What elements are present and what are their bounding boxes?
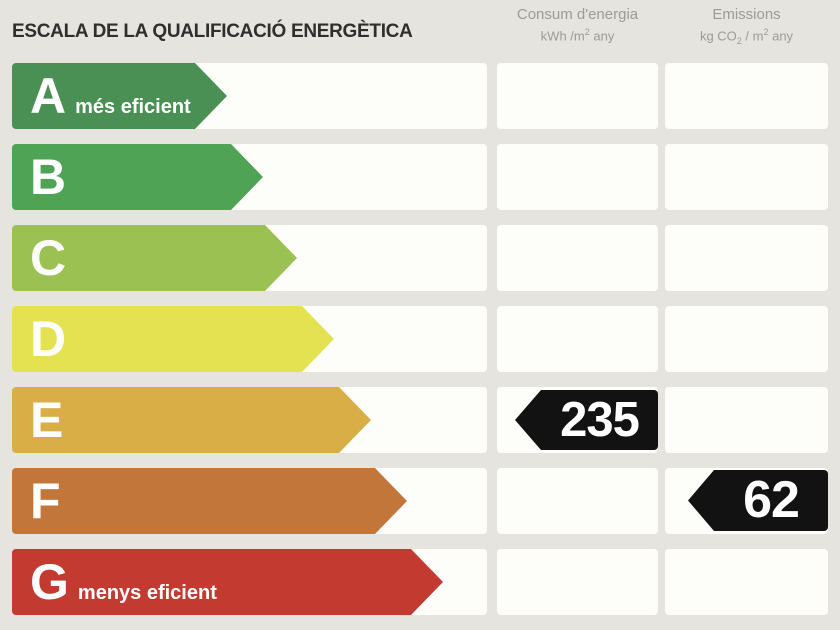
band-arrow-c: C — [12, 225, 297, 291]
band-arrow-f: F — [12, 468, 407, 534]
page-title: ESCALA DE LA QUALIFICACIÓ ENERGÈTICA — [12, 21, 413, 42]
band-letter-b: B — [30, 149, 67, 205]
consum-unit-text-2: any — [589, 28, 615, 44]
consum-cell-c — [497, 225, 658, 291]
band-row-c: C — [0, 225, 840, 291]
band-arrow-d: D — [12, 306, 334, 372]
column-header-consum: Consum d'energia kWh /m2 any — [497, 6, 658, 43]
emissions-value: 62 — [743, 471, 800, 529]
consum-cell-f — [497, 468, 658, 534]
band-row-b: B — [0, 144, 840, 210]
band-row-e: E — [0, 387, 840, 453]
emissions-unit-sup: 2 — [763, 27, 769, 37]
emissions-column-unit: kg CO2 / m2 any — [665, 27, 828, 46]
consum-cell-g — [497, 549, 658, 615]
consum-value: 235 — [560, 393, 640, 447]
emissions-column-title: Emissions — [712, 6, 781, 23]
band-note-a: més eficient — [75, 96, 191, 118]
consum-unit-text: kWh /m — [540, 28, 585, 44]
consum-value-badge: 235 — [515, 390, 658, 450]
column-header-emissions: Emissions kg CO2 / m2 any — [665, 6, 828, 46]
emissions-cell-g — [665, 549, 828, 615]
emissions-cell-d — [665, 306, 828, 372]
band-letter-a: A — [30, 68, 67, 124]
band-letter-c: C — [30, 230, 67, 286]
emissions-unit-text-3: any — [768, 28, 794, 44]
band-letter-e: E — [30, 392, 64, 448]
band-row-d: D — [0, 306, 840, 372]
emissions-unit-text-2: / m — [741, 28, 764, 44]
emissions-cell-c — [665, 225, 828, 291]
emissions-cell-a — [665, 63, 828, 129]
emissions-value-badge: 62 — [688, 470, 828, 531]
consum-unit-sup: 2 — [584, 27, 590, 37]
emissions-cell-b — [665, 144, 828, 210]
emissions-unit-text: kg CO — [699, 28, 737, 44]
consum-cell-d — [497, 306, 658, 372]
emissions-cell-e — [665, 387, 828, 453]
consum-column-title: Consum d'energia — [516, 6, 639, 23]
consum-cell-a — [497, 63, 658, 129]
consum-cell-b — [497, 144, 658, 210]
consum-column-unit: kWh /m2 any — [497, 27, 658, 43]
emissions-unit-sub: 2 — [736, 35, 742, 46]
band-letter-d: D — [30, 311, 67, 367]
band-note-g: menys eficient — [77, 582, 217, 604]
band-arrow-b: B — [12, 144, 263, 210]
band-letter-g: G — [30, 554, 69, 610]
band-arrow-e: E — [12, 387, 371, 453]
band-letter-f: F — [30, 473, 61, 529]
